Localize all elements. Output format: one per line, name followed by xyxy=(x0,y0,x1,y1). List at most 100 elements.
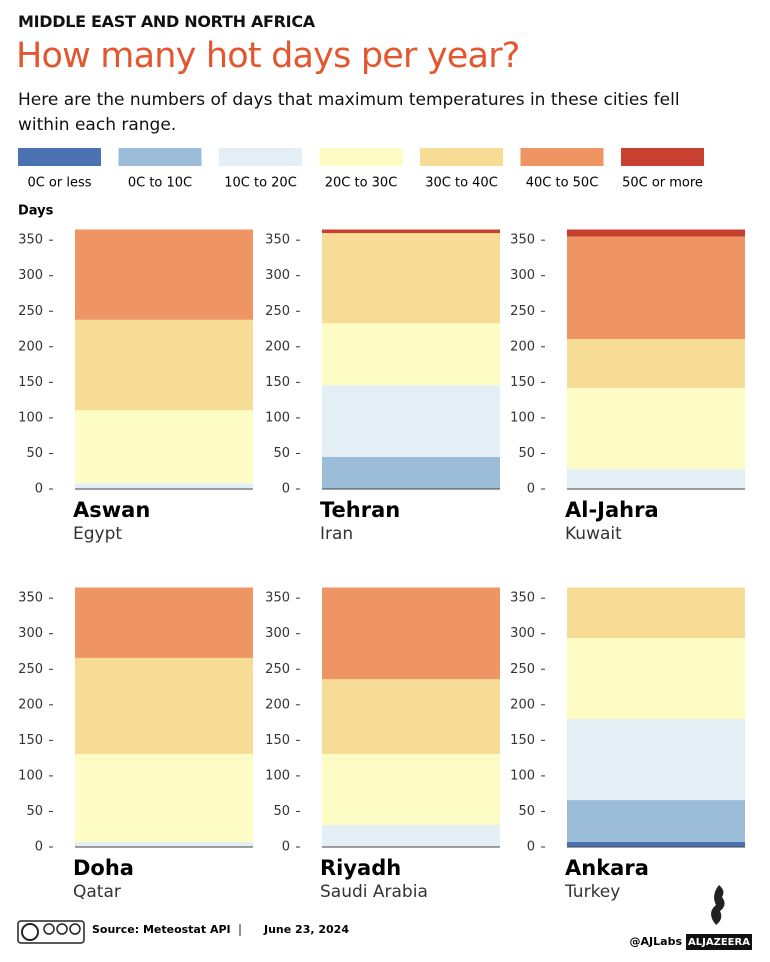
bar-segment xyxy=(322,824,500,847)
y-axis-label: Days xyxy=(18,204,54,219)
legend-swatch xyxy=(520,148,604,166)
y-tick-label: 350 xyxy=(18,591,43,606)
y-tick-label: 250 xyxy=(265,662,290,677)
bar-segment xyxy=(567,229,745,237)
bar-segment xyxy=(75,753,253,843)
legend-swatch xyxy=(621,148,704,166)
bar-segment xyxy=(322,587,500,680)
country-name: Egypt xyxy=(73,524,122,544)
bar-segment xyxy=(322,229,500,234)
brand: ALJAZEERA xyxy=(688,937,750,948)
legend-swatch xyxy=(319,148,403,166)
legend-label: 50C or more xyxy=(622,176,703,191)
y-tick-label: 350 xyxy=(18,233,43,248)
bar-segment xyxy=(75,657,253,754)
city-name: Riyadh xyxy=(320,856,401,880)
bar-segment xyxy=(567,388,745,470)
city-name: Al-Jahra xyxy=(565,498,659,522)
bar-segment xyxy=(75,229,253,320)
y-tick-label: 0 xyxy=(527,482,535,497)
y-tick-label: 250 xyxy=(18,304,43,319)
y-tick-label: 100 xyxy=(18,410,43,425)
handle: @AJLabs xyxy=(630,935,683,948)
y-tick-label: 300 xyxy=(510,626,535,641)
y-tick-label: 100 xyxy=(265,768,290,783)
city-name: Doha xyxy=(73,856,134,880)
kicker: MIDDLE EAST AND NORTH AFRICA xyxy=(18,12,315,31)
y-tick-label: 0 xyxy=(35,840,43,855)
bar-segment xyxy=(75,842,253,847)
y-tick-label: 250 xyxy=(265,304,290,319)
y-tick-label: 150 xyxy=(265,733,290,748)
y-tick-label: 0 xyxy=(35,482,43,497)
bar-segment xyxy=(75,483,253,489)
y-tick-label: 100 xyxy=(18,768,43,783)
y-tick-label: 0 xyxy=(527,840,535,855)
bar-segment xyxy=(75,319,253,411)
country-name: Qatar xyxy=(73,882,121,902)
y-tick-label: 100 xyxy=(510,768,535,783)
legend-swatch xyxy=(420,148,503,166)
city-name: Aswan xyxy=(73,498,150,522)
y-tick-label: 150 xyxy=(265,375,290,390)
source: Source: Meteostat API xyxy=(92,923,231,936)
y-tick-label: 50 xyxy=(273,804,290,819)
bar-segment xyxy=(567,637,745,720)
legend-swatch xyxy=(118,148,202,166)
y-tick-label: 250 xyxy=(18,662,43,677)
legend-label: 0C to 10C xyxy=(128,176,192,191)
y-tick-label: 200 xyxy=(510,697,535,712)
brand-box xyxy=(686,934,752,950)
y-tick-label: 50 xyxy=(273,446,290,461)
y-tick-label: 250 xyxy=(510,662,535,677)
chart-subtitle: Here are the numbers of days that maximu… xyxy=(18,90,680,135)
logo xyxy=(711,885,725,925)
y-tick-label: 300 xyxy=(510,268,535,283)
country-name: Iran xyxy=(320,524,353,544)
y-tick-label: 200 xyxy=(510,339,535,354)
bar-segment xyxy=(322,753,500,825)
date: June 23, 2024 xyxy=(263,923,349,936)
country-name: Turkey xyxy=(564,882,620,902)
y-tick-label: 100 xyxy=(265,410,290,425)
y-tick-label: 0 xyxy=(282,840,290,855)
y-tick-label: 350 xyxy=(265,233,290,248)
legend-swatch xyxy=(219,148,302,166)
y-tick-label: 0 xyxy=(282,482,290,497)
y-tick-label: 150 xyxy=(18,733,43,748)
y-tick-label: 50 xyxy=(518,804,535,819)
bar-segment xyxy=(75,410,253,484)
bar-segment xyxy=(567,338,745,389)
legend-label: 30C to 40C xyxy=(425,176,498,191)
bar-segment xyxy=(322,457,500,489)
bar-segment xyxy=(567,800,745,843)
y-tick-label: 150 xyxy=(18,375,43,390)
legend-swatch xyxy=(18,148,101,166)
legend-label: 0C or less xyxy=(27,176,91,191)
country-name: Kuwait xyxy=(565,524,622,544)
bar-segment xyxy=(567,587,745,638)
bar-segment xyxy=(322,323,500,386)
y-tick-label: 200 xyxy=(265,697,290,712)
y-tick-label: 350 xyxy=(265,591,290,606)
cc-icon xyxy=(17,920,85,944)
bar-segment xyxy=(567,236,745,339)
y-tick-label: 200 xyxy=(18,697,43,712)
y-tick-label: 50 xyxy=(518,446,535,461)
bar-segment xyxy=(567,842,745,847)
y-tick-label: 300 xyxy=(18,268,43,283)
bar-segment xyxy=(322,679,500,754)
legend-label: 40C to 50C xyxy=(526,176,599,191)
chart-title: How many hot days per year? xyxy=(16,36,520,76)
bar-segment xyxy=(322,385,500,458)
y-tick-label: 150 xyxy=(510,375,535,390)
city-name: Ankara xyxy=(565,856,649,880)
y-tick-label: 300 xyxy=(265,268,290,283)
y-tick-label: 200 xyxy=(18,339,43,354)
legend-label: 10C to 20C xyxy=(224,176,297,191)
bar-segment xyxy=(322,233,500,324)
y-tick-label: 150 xyxy=(510,733,535,748)
y-tick-label: 350 xyxy=(510,233,535,248)
